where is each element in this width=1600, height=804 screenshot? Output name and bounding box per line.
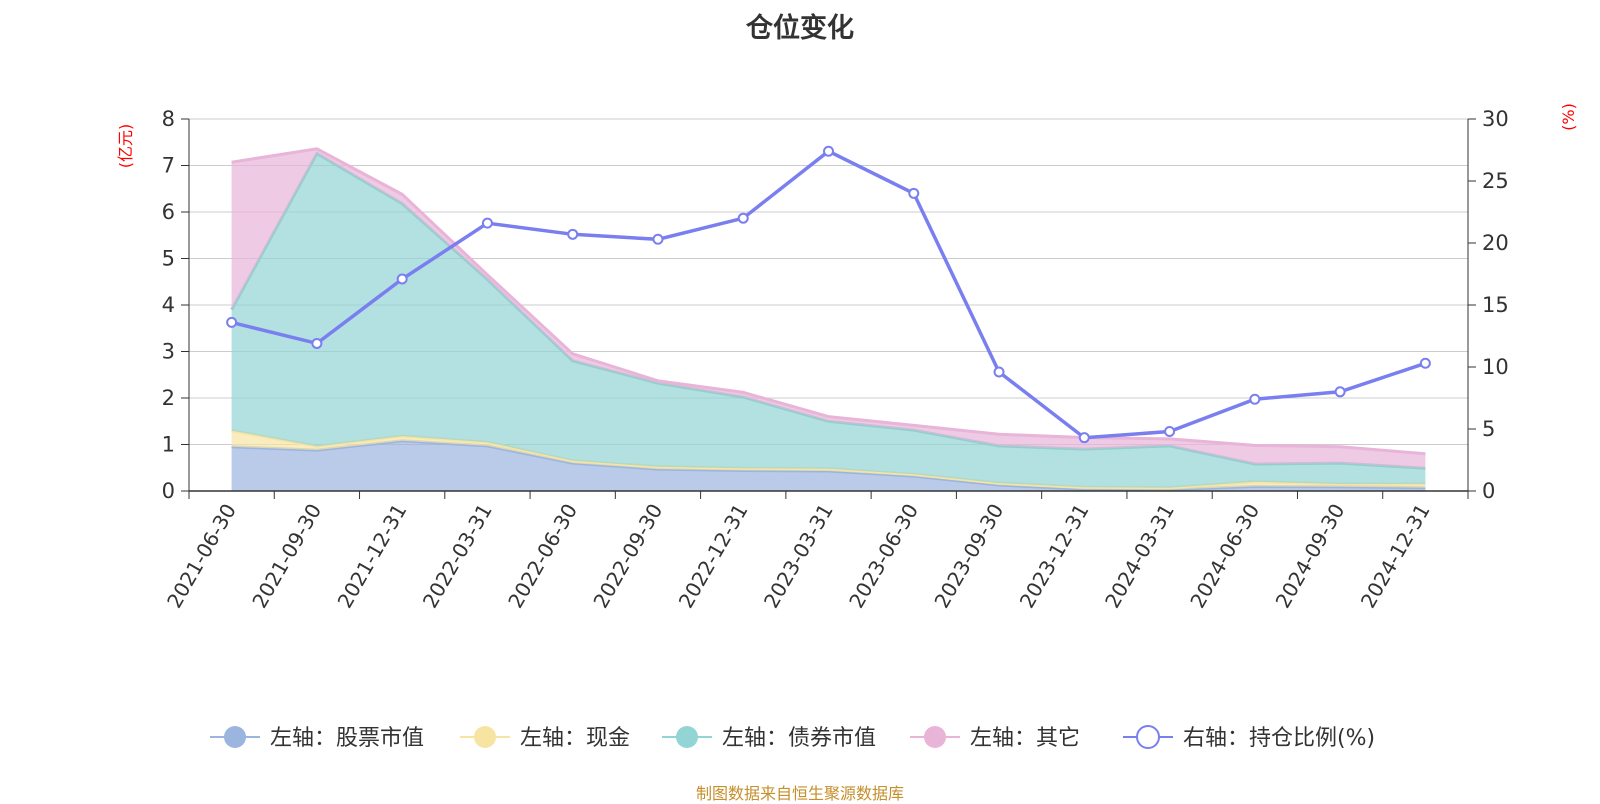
x-axis-tick-label: 2022-12-31 xyxy=(674,500,753,613)
x-axis-tick-label: 2021-06-30 xyxy=(162,500,241,613)
x-axis-tick-label: 2022-09-30 xyxy=(588,500,667,613)
ratio-point xyxy=(1164,425,1176,437)
ratio-point xyxy=(1334,386,1346,398)
ratio-point xyxy=(1419,357,1431,369)
left-axis-tick-label: 8 xyxy=(162,107,175,131)
left-axis-unit: (亿元) xyxy=(116,124,135,169)
right-axis-tick-label: 5 xyxy=(1482,417,1495,441)
area-1 xyxy=(231,440,1426,491)
left-axis-tick-label: 0 xyxy=(162,479,175,503)
right-axis-tick-label: 10 xyxy=(1482,355,1509,379)
legend-label: 右轴：持仓比例(%) xyxy=(1183,726,1375,751)
left-axis-tick-label: 3 xyxy=(162,340,175,364)
ratio-point xyxy=(226,316,238,328)
x-axis-tick-label: 2023-03-31 xyxy=(759,500,838,613)
left-axis-tick-label: 6 xyxy=(162,200,175,224)
ratio-line xyxy=(226,145,1431,444)
legend-marker xyxy=(1136,725,1160,749)
legend-label: 左轴：现金 xyxy=(520,726,630,751)
x-axis-tick-label: 2021-09-30 xyxy=(247,500,326,613)
x-axis-tick-label: 2023-06-30 xyxy=(844,499,923,612)
stacked-areas xyxy=(230,147,1426,492)
ratio-point xyxy=(311,337,323,349)
ratio-point xyxy=(1078,432,1090,444)
legend-item[interactable]: 左轴：债券市值 xyxy=(662,726,876,751)
x-axis-tick-label: 2024-03-31 xyxy=(1100,500,1179,613)
area-edge-4 xyxy=(231,147,1426,456)
left-axis-tick-label: 1 xyxy=(162,433,175,457)
left-axis-tick-label: 4 xyxy=(162,293,175,317)
legend-marker xyxy=(676,726,698,748)
legend-item[interactable]: 右轴：持仓比例(%) xyxy=(1123,725,1375,751)
legend-label: 左轴：其它 xyxy=(970,726,1080,751)
x-axis-tick-label: 2024-12-31 xyxy=(1356,500,1435,613)
ratio-point xyxy=(396,273,408,285)
x-axis-tick-label: 2023-09-30 xyxy=(929,500,1008,613)
right-axis-unit: (%) xyxy=(1559,103,1578,131)
x-axis-tick-label: 2022-06-30 xyxy=(503,500,582,613)
right-axis-tick-label: 0 xyxy=(1482,479,1495,503)
legend-marker xyxy=(924,726,946,748)
legend-label: 左轴：债券市值 xyxy=(722,726,876,751)
left-axis-tick-label: 5 xyxy=(162,247,175,271)
ratio-point xyxy=(567,228,579,240)
source-note: 制图数据来自恒生聚源数据库 xyxy=(695,784,904,803)
ratio-point xyxy=(993,366,1005,378)
right-axis-tick-label: 15 xyxy=(1482,293,1509,317)
right-axis-tick-label: 20 xyxy=(1482,231,1509,255)
ratio-point xyxy=(737,212,749,224)
legend-item[interactable]: 左轴：股票市值 xyxy=(210,726,424,751)
ratio-point xyxy=(823,145,834,157)
x-axis-tick-label: 2024-06-30 xyxy=(1185,500,1264,613)
x-axis-tick-label: 2022-03-31 xyxy=(418,500,497,613)
x-axis-tick-label: 2021-12-31 xyxy=(333,499,412,612)
chart-title: 仓位变化 xyxy=(746,13,854,44)
right-axis-tick-label: 25 xyxy=(1482,169,1509,193)
ratio-point xyxy=(481,217,493,229)
x-axis-tick-label: 2024-09-30 xyxy=(1271,500,1350,613)
left-axis-tick-label: 7 xyxy=(162,154,175,178)
ratio-point xyxy=(652,233,664,245)
area-3 xyxy=(231,153,1426,488)
legend-item[interactable]: 左轴：其它 xyxy=(910,726,1080,751)
legend-label: 左轴：股票市值 xyxy=(270,726,424,751)
legend: 左轴：股票市值 左轴：现金 左轴：债券市值 左轴：其它 右轴：持仓比例(%) xyxy=(210,725,1375,751)
legend-marker xyxy=(224,726,246,748)
legend-marker xyxy=(474,726,496,748)
ratio-point xyxy=(1249,393,1261,405)
legend-item[interactable]: 左轴：现金 xyxy=(460,726,630,751)
left-axis-tick-label: 2 xyxy=(162,386,175,410)
ratio-point xyxy=(908,187,920,199)
x-axis-tick-label: 2023-12-31 xyxy=(1015,500,1094,613)
right-axis-tick-label: 30 xyxy=(1482,107,1509,131)
